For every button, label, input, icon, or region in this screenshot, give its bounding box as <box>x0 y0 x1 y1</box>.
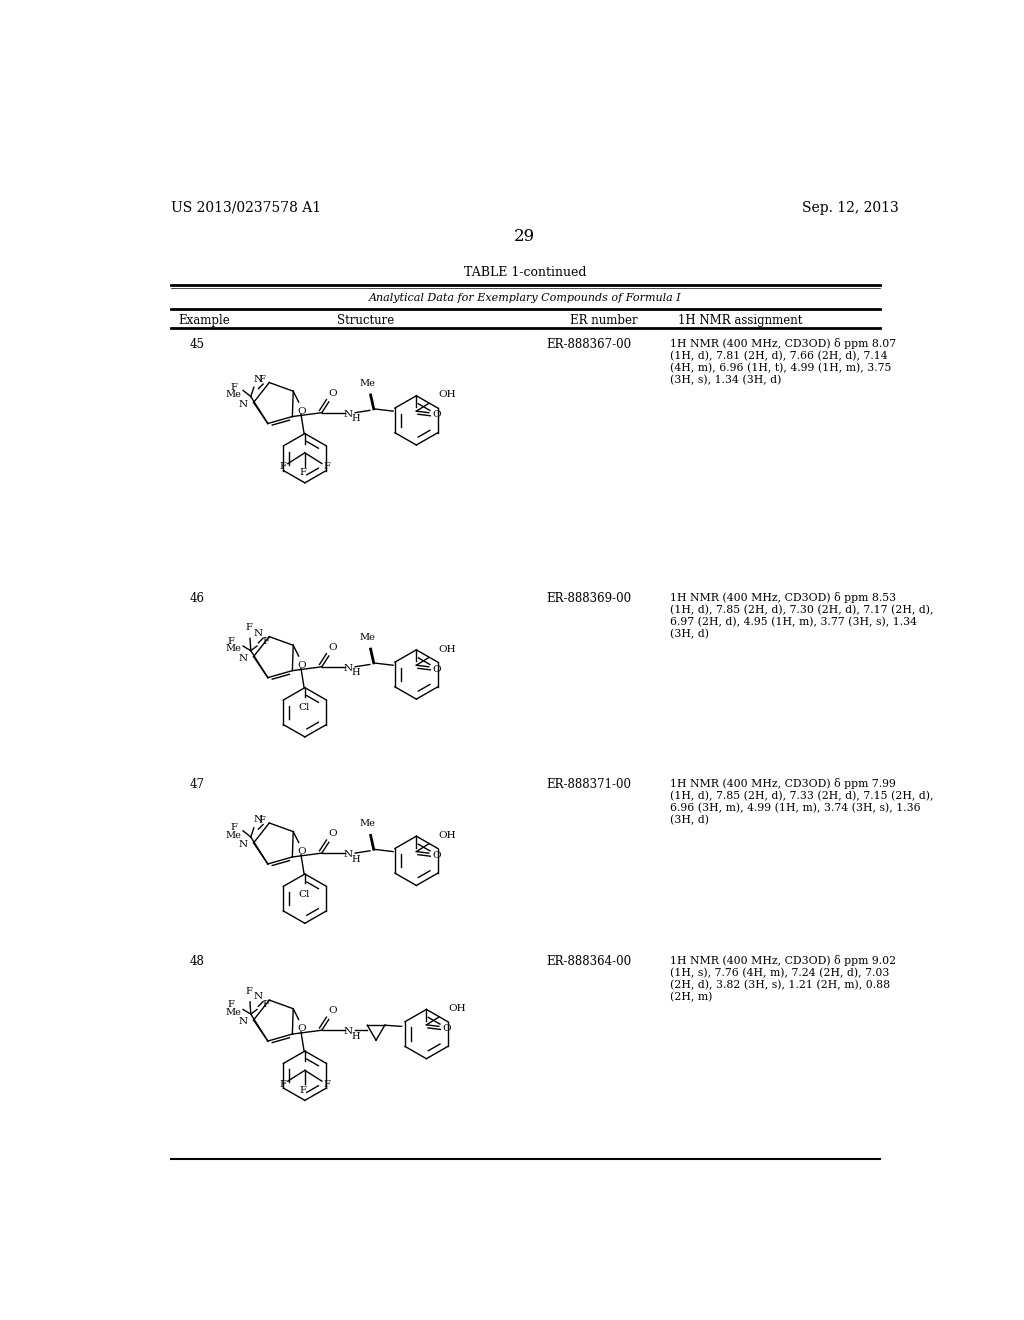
Text: N: N <box>239 840 248 849</box>
Text: F: F <box>263 638 269 645</box>
Text: Example: Example <box>178 314 230 327</box>
Text: N: N <box>344 1027 352 1036</box>
Text: F: F <box>227 638 234 645</box>
Text: Sep. 12, 2013: Sep. 12, 2013 <box>802 201 899 215</box>
Text: F: F <box>280 462 287 471</box>
Text: N: N <box>254 630 263 638</box>
Text: O: O <box>329 829 337 838</box>
Text: F: F <box>263 1001 269 1010</box>
Text: Analytical Data for Exemplary Compounds of Formula I: Analytical Data for Exemplary Compounds … <box>369 293 681 304</box>
Text: F: F <box>300 469 307 478</box>
Text: F: F <box>300 1086 307 1094</box>
Text: Me: Me <box>359 634 376 642</box>
Text: N: N <box>344 850 352 859</box>
Text: OH: OH <box>438 830 456 840</box>
Text: N: N <box>239 653 248 663</box>
Text: F: F <box>245 986 252 995</box>
Text: F: F <box>230 383 238 392</box>
Text: Me: Me <box>359 379 376 388</box>
Text: O: O <box>432 851 440 859</box>
Text: ER number: ER number <box>569 314 637 327</box>
Text: Me: Me <box>225 1008 242 1016</box>
Text: O: O <box>297 847 306 857</box>
Text: O: O <box>297 661 306 669</box>
Text: 1H NMR (400 MHz, CD3OD) δ ppm 8.53
(1H, d), 7.85 (2H, d), 7.30 (2H, d), 7.17 (2H: 1H NMR (400 MHz, CD3OD) δ ppm 8.53 (1H, … <box>671 591 934 639</box>
Text: H: H <box>351 414 360 424</box>
Text: 1H NMR (400 MHz, CD3OD) δ ppm 8.07
(1H, d), 7.81 (2H, d), 7.66 (2H, d), 7.14
(4H: 1H NMR (400 MHz, CD3OD) δ ppm 8.07 (1H, … <box>671 338 897 385</box>
Text: F: F <box>280 1080 287 1089</box>
Text: TABLE 1-continued: TABLE 1-continued <box>464 267 586 280</box>
Text: 1H NMR (400 MHz, CD3OD) δ ppm 9.02
(1H, s), 7.76 (4H, m), 7.24 (2H, d), 7.03
(2H: 1H NMR (400 MHz, CD3OD) δ ppm 9.02 (1H, … <box>671 956 897 1002</box>
Text: US 2013/0237578 A1: US 2013/0237578 A1 <box>171 201 321 215</box>
Text: N: N <box>344 664 352 673</box>
Text: Me: Me <box>225 644 242 653</box>
Text: F: F <box>324 462 330 471</box>
Text: O: O <box>329 1006 337 1015</box>
Text: F: F <box>230 824 238 833</box>
Text: ER-888364-00: ER-888364-00 <box>547 956 632 969</box>
Text: 29: 29 <box>514 227 536 244</box>
Text: Me: Me <box>225 391 242 400</box>
Text: 1H NMR assignment: 1H NMR assignment <box>678 314 803 327</box>
Text: F: F <box>227 1001 234 1010</box>
Text: 45: 45 <box>190 338 205 351</box>
Text: H: H <box>351 1032 360 1041</box>
Text: F: F <box>324 1080 330 1089</box>
Text: 1H NMR (400 MHz, CD3OD) δ ppm 7.99
(1H, d), 7.85 (2H, d), 7.33 (2H, d), 7.15 (2H: 1H NMR (400 MHz, CD3OD) δ ppm 7.99 (1H, … <box>671 779 934 825</box>
Text: F: F <box>245 623 252 632</box>
Text: OH: OH <box>449 1005 466 1014</box>
Text: ER-888369-00: ER-888369-00 <box>547 591 632 605</box>
Text: O: O <box>432 664 440 673</box>
Text: N: N <box>254 375 263 384</box>
Text: N: N <box>254 816 263 825</box>
Text: Cl: Cl <box>298 890 310 899</box>
Text: O: O <box>442 1024 451 1034</box>
Text: Structure: Structure <box>337 314 394 327</box>
Text: OH: OH <box>438 644 456 653</box>
Text: F: F <box>258 375 265 384</box>
Text: O: O <box>432 411 440 420</box>
Text: 48: 48 <box>190 956 205 969</box>
Text: O: O <box>329 643 337 652</box>
Text: Cl: Cl <box>298 704 310 713</box>
Text: H: H <box>351 855 360 863</box>
Text: Me: Me <box>359 820 376 829</box>
Text: 47: 47 <box>190 779 205 791</box>
Text: F: F <box>258 816 265 825</box>
Text: Me: Me <box>225 830 242 840</box>
Text: H: H <box>351 668 360 677</box>
Text: O: O <box>297 407 306 416</box>
Text: O: O <box>329 389 337 397</box>
Text: N: N <box>239 1018 248 1026</box>
Text: OH: OH <box>438 391 456 400</box>
Text: ER-888371-00: ER-888371-00 <box>547 779 632 791</box>
Text: N: N <box>254 993 263 1002</box>
Text: 46: 46 <box>190 591 205 605</box>
Text: N: N <box>344 409 352 418</box>
Text: O: O <box>297 1024 306 1034</box>
Text: N: N <box>239 400 248 409</box>
Text: ER-888367-00: ER-888367-00 <box>547 338 632 351</box>
